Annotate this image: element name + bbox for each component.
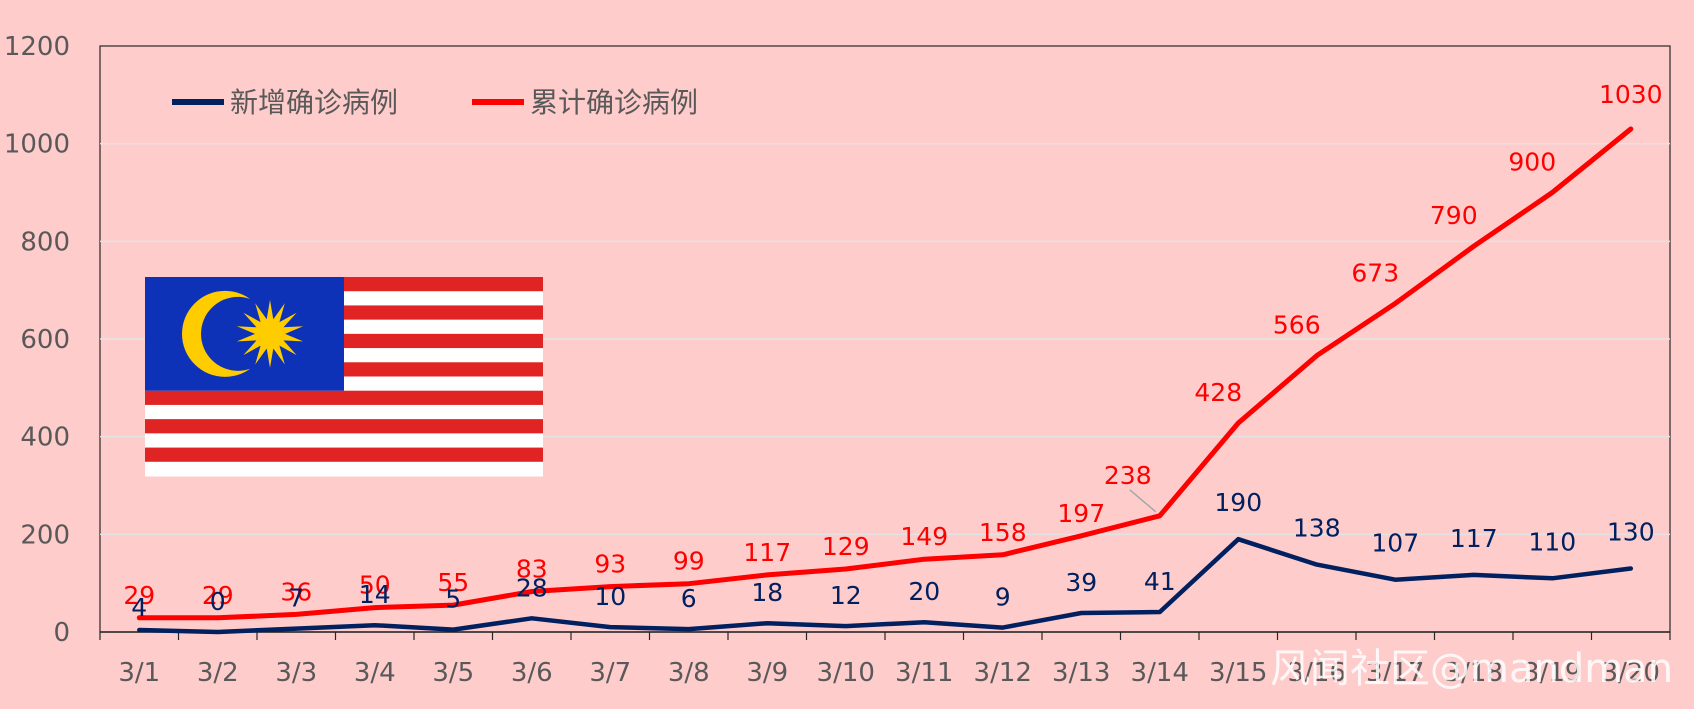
x-tick-label: 3/20: [1602, 658, 1660, 688]
data-label-cum: 238: [1104, 461, 1152, 490]
x-tick-label: 3/19: [1523, 658, 1581, 688]
data-label-new: 28: [516, 573, 548, 602]
data-label-cum: 36: [280, 577, 312, 606]
flag-stripe: [145, 447, 543, 463]
x-tick-label: 3/13: [1052, 658, 1110, 688]
legend-label-cum: 累计确诊病例: [530, 86, 698, 119]
data-label-cum: 99: [673, 547, 705, 576]
y-tick-label: 1000: [4, 130, 70, 160]
data-label-cum: 1030: [1599, 80, 1663, 109]
data-label-cum: 129: [822, 532, 870, 561]
series-line-new: [137, 536, 1634, 635]
y-tick-label: 400: [20, 423, 70, 453]
x-tick-label: 3/6: [511, 658, 553, 688]
data-label-new: 41: [1144, 567, 1176, 596]
watermark: 风闻社区@mandman: [1270, 646, 1673, 692]
x-tick-label: 3/7: [589, 658, 631, 688]
flag-stripe: [145, 419, 543, 434]
data-label-new: 107: [1371, 529, 1419, 558]
data-label-cum: 29: [123, 581, 155, 610]
data-label-cum: 790: [1430, 201, 1478, 230]
x-tick-label: 3/10: [817, 658, 875, 688]
data-label-cum: 149: [900, 522, 948, 551]
data-label-cum: 55: [437, 568, 469, 597]
x-tick-label: 3/17: [1366, 658, 1424, 688]
malaysia-flag: [145, 277, 543, 477]
y-tick-label: 1200: [4, 32, 70, 62]
legend: 新增确诊病例 累计确诊病例: [172, 86, 698, 119]
leader-line: [1129, 489, 1157, 513]
x-tick-label: 3/16: [1288, 658, 1346, 688]
star-icon: [236, 299, 304, 368]
data-label-new: 6: [681, 584, 697, 613]
data-label-cum: 29: [202, 581, 234, 610]
y-tick-label: 600: [20, 325, 70, 355]
x-tick-label: 3/8: [668, 658, 710, 688]
flag-stripe: [145, 433, 543, 449]
data-label-new: 14: [359, 580, 391, 609]
data-labels: 29 29 36 50 55 83 93 99 117 129 149 158197238428566…: [123, 80, 1662, 622]
x-tick-label: 3/12: [974, 658, 1032, 688]
data-label-cum: 117: [743, 538, 791, 567]
x-tick-label: 3/14: [1131, 658, 1189, 688]
data-label-new: 9: [995, 583, 1011, 612]
y-tick-label: 0: [53, 618, 70, 648]
data-label-new: 20: [908, 577, 940, 606]
data-label-new: 39: [1065, 568, 1097, 597]
x-tick-label: 3/3: [275, 658, 317, 688]
data-label-cum: 428: [1194, 378, 1242, 407]
crescent-mask: [201, 296, 275, 371]
data-label-cum: 50: [359, 571, 391, 600]
data-label-cum: 93: [594, 550, 626, 579]
x-tick-label: 3/11: [895, 658, 953, 688]
data-label-new: 12: [830, 581, 862, 610]
data-label-new: 110: [1528, 527, 1576, 556]
data-label-new: 10: [594, 582, 626, 611]
flag-stripe: [145, 390, 543, 406]
x-tick-label: 3/1: [118, 658, 160, 688]
series-lines: [136, 126, 1634, 635]
data-label-cum: 83: [516, 554, 548, 583]
y-tick-label: 800: [20, 227, 70, 257]
data-label-new: 7: [288, 584, 304, 613]
x-tick-label: 3/2: [197, 658, 239, 688]
data-label-new: 18: [751, 578, 783, 607]
x-tick-label: 3/4: [354, 658, 396, 688]
data-label-cum: 566: [1273, 311, 1321, 340]
data-label-new: 190: [1214, 488, 1262, 517]
data-label-new: 4: [131, 593, 147, 622]
data-label-new: 117: [1450, 524, 1498, 553]
data-label-cum: 673: [1351, 258, 1399, 287]
x-tick-label: 3/15: [1209, 658, 1267, 688]
x-tick-label: 3/18: [1445, 658, 1503, 688]
flag-stripe: [145, 404, 543, 420]
x-tick-label: 3/5: [432, 658, 474, 688]
y-tick-label: 200: [20, 520, 70, 550]
flag-stripe: [145, 461, 543, 477]
data-label-cum: 197: [1057, 499, 1105, 528]
data-label-new: 138: [1293, 514, 1341, 543]
data-label-cum: 158: [979, 518, 1027, 547]
data-label-new: 130: [1607, 518, 1655, 547]
x-tick-label: 3/9: [746, 658, 788, 688]
data-label-cum: 900: [1508, 148, 1556, 177]
data-label-new: 0: [210, 587, 226, 616]
data-label-new: 5: [445, 585, 461, 614]
legend-label-new: 新增确诊病例: [230, 86, 398, 119]
series-line-cum: [136, 126, 1634, 621]
